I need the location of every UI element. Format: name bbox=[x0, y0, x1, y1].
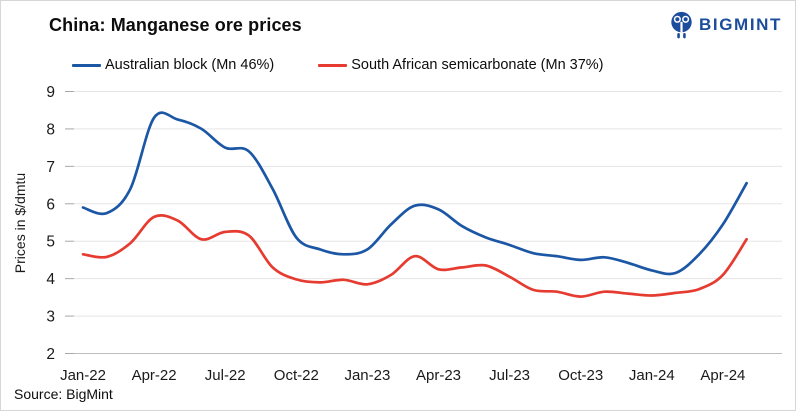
x-tick-label: Jan-22 bbox=[60, 367, 106, 384]
y-tick-label: 5 bbox=[46, 234, 55, 251]
y-tick-label: 3 bbox=[46, 309, 55, 326]
x-tick-label: Jul-22 bbox=[205, 367, 246, 384]
x-tick-label: Oct-22 bbox=[274, 367, 319, 384]
legend-line-swatch-blue bbox=[72, 63, 101, 67]
x-tick-label: Apr-23 bbox=[416, 367, 461, 384]
legend-line-swatch-red bbox=[318, 63, 348, 67]
legend-item-south-african-semicarbonate: South African semicarbonate (Mn 37%) bbox=[318, 57, 604, 73]
bigmint-logo: BIGMINT bbox=[669, 10, 782, 39]
series-line-south-african-semicarbonate bbox=[81, 214, 748, 298]
series-line-australian-block bbox=[81, 111, 748, 276]
y-tick-label: 8 bbox=[46, 121, 55, 138]
x-tick-label: Oct-23 bbox=[558, 367, 603, 384]
x-tick-label: Jul-23 bbox=[489, 367, 530, 384]
y-tick-label: 6 bbox=[46, 196, 55, 213]
bigmint-logo-text: BIGMINT bbox=[699, 14, 782, 34]
y-tick-label: 4 bbox=[46, 271, 55, 288]
x-tick-label: Apr-24 bbox=[700, 367, 745, 384]
y-tick-label: 9 bbox=[46, 84, 55, 101]
y-tick-label: 2 bbox=[46, 346, 55, 363]
x-tick-label: Apr-22 bbox=[132, 367, 177, 384]
bigmint-people-icon bbox=[669, 10, 694, 39]
y-tick-label: 7 bbox=[46, 159, 55, 176]
page-title: China: Manganese ore prices bbox=[49, 15, 302, 35]
legend-item-australian-block: Australian block (Mn 46%) bbox=[72, 57, 274, 73]
x-tick-label: Jan-24 bbox=[629, 367, 675, 384]
x-tick-label: Jan-23 bbox=[344, 367, 390, 384]
legend-label: Australian block (Mn 46%) bbox=[105, 57, 275, 73]
legend: Australian block (Mn 46%) South African … bbox=[72, 57, 604, 73]
source-note: Source: BigMint bbox=[14, 386, 113, 402]
legend-label: South African semicarbonate (Mn 37%) bbox=[351, 57, 604, 73]
